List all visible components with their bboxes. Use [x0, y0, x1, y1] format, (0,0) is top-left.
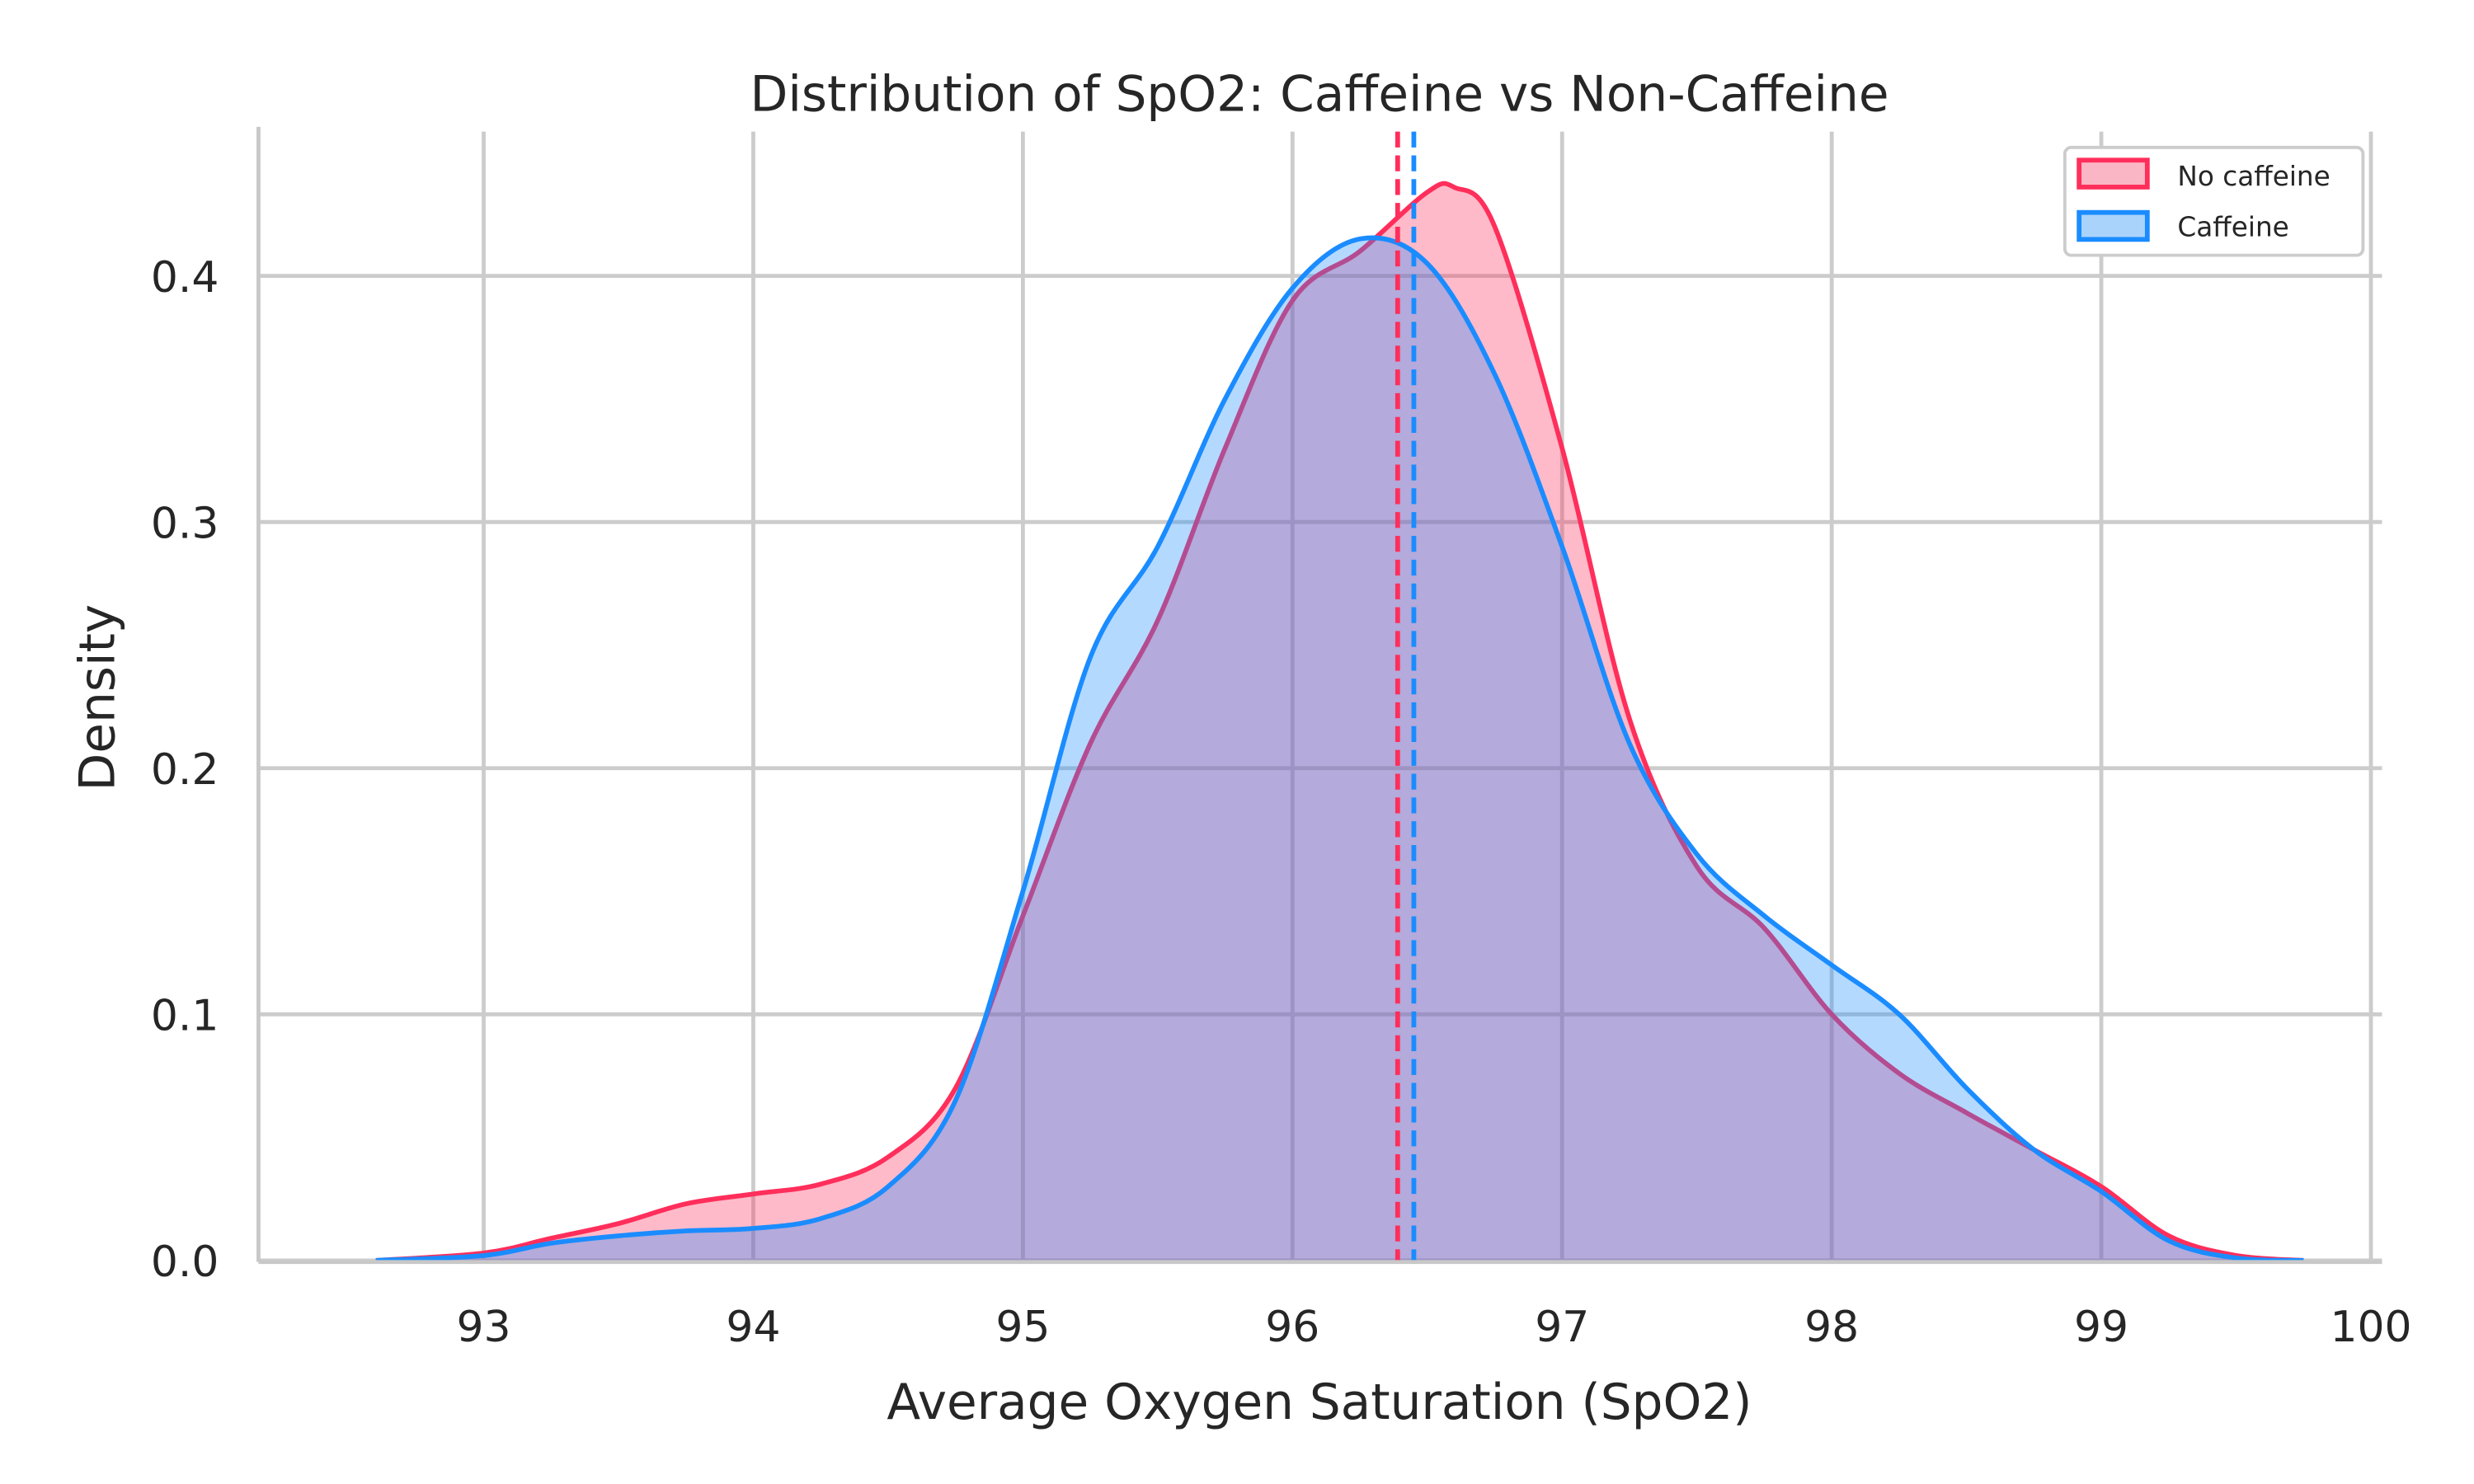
- legend-label-no-caffeine: No caffeine: [2177, 161, 2330, 192]
- density-fill-caffeine: [375, 237, 2304, 1261]
- x-tick-label: 99: [2074, 1303, 2128, 1352]
- density-line-caffeine: [375, 235, 2304, 1263]
- x-tick-label: 97: [1535, 1303, 1589, 1352]
- x-tick-label: 95: [995, 1303, 1050, 1352]
- axes: [256, 126, 2382, 1265]
- chart-title: Distribution of SpO2: Caffeine vs Non-Ca…: [750, 67, 1888, 124]
- x-tick-label: 96: [1265, 1303, 1319, 1352]
- legend: No caffeine Caffeine: [2062, 145, 2365, 257]
- mean-lines: [1395, 131, 1417, 1261]
- legend-swatch-caffeine: [2077, 209, 2150, 242]
- y-tick-label: 0.1: [151, 992, 219, 1041]
- y-tick-label: 0.4: [151, 253, 219, 303]
- legend-label-caffeine: Caffeine: [2177, 212, 2288, 243]
- y-tick-label: 0.2: [151, 745, 219, 795]
- legend-swatch-no-caffeine: [2077, 157, 2150, 190]
- y-tick-label: 0.0: [151, 1237, 219, 1287]
- x-axis-label: Average Oxygen Saturation (SpO2): [887, 1374, 1752, 1431]
- y-tick-labels: 0.0 0.1 0.2 0.3 0.4: [151, 253, 219, 1287]
- x-tick-labels: 93 94 95 96 97 98 99 100: [457, 1303, 2412, 1352]
- x-tick-label: 94: [726, 1303, 780, 1352]
- density-line-no-caffeine: [375, 181, 2304, 1263]
- y-tick-label: 0.3: [151, 499, 219, 548]
- x-tick-label: 100: [2330, 1303, 2411, 1352]
- density-fill-no-caffeine: [375, 183, 2304, 1261]
- x-tick-label: 93: [457, 1303, 511, 1352]
- density-areas: [375, 181, 2304, 1263]
- x-tick-label: 98: [1804, 1303, 1859, 1352]
- y-axis-label: Density: [69, 604, 126, 791]
